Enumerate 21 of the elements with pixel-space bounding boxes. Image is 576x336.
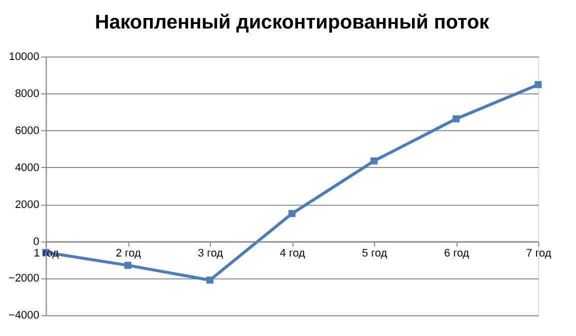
x-tick-label: 6 год (444, 248, 470, 260)
point (370, 157, 378, 164)
y-tick-label: −4000 (8, 310, 40, 322)
x-tick-label: 5 год (362, 248, 388, 260)
y-tick-label: 2000 (14, 198, 40, 211)
x-tick-label: 2 год (116, 248, 142, 260)
y-tick-label: −2000 (8, 272, 40, 285)
x-tick-label: 7 год (526, 248, 552, 260)
point (124, 262, 132, 269)
point (206, 276, 214, 284)
point (288, 210, 296, 218)
y-tick-label: 0 (33, 236, 40, 248)
y-tick-label: 8000 (14, 88, 40, 100)
point (534, 81, 542, 88)
x-tick-label: 3 год (198, 248, 224, 260)
x-tick-label: 4 год (280, 248, 306, 260)
y-tick-label: 6000 (14, 124, 40, 137)
point (452, 115, 460, 122)
y-tick-label: 10000 (8, 51, 40, 64)
chart-title: Накопленный дисконтированный поток (94, 12, 490, 34)
y-tick-label: 4000 (14, 162, 40, 174)
